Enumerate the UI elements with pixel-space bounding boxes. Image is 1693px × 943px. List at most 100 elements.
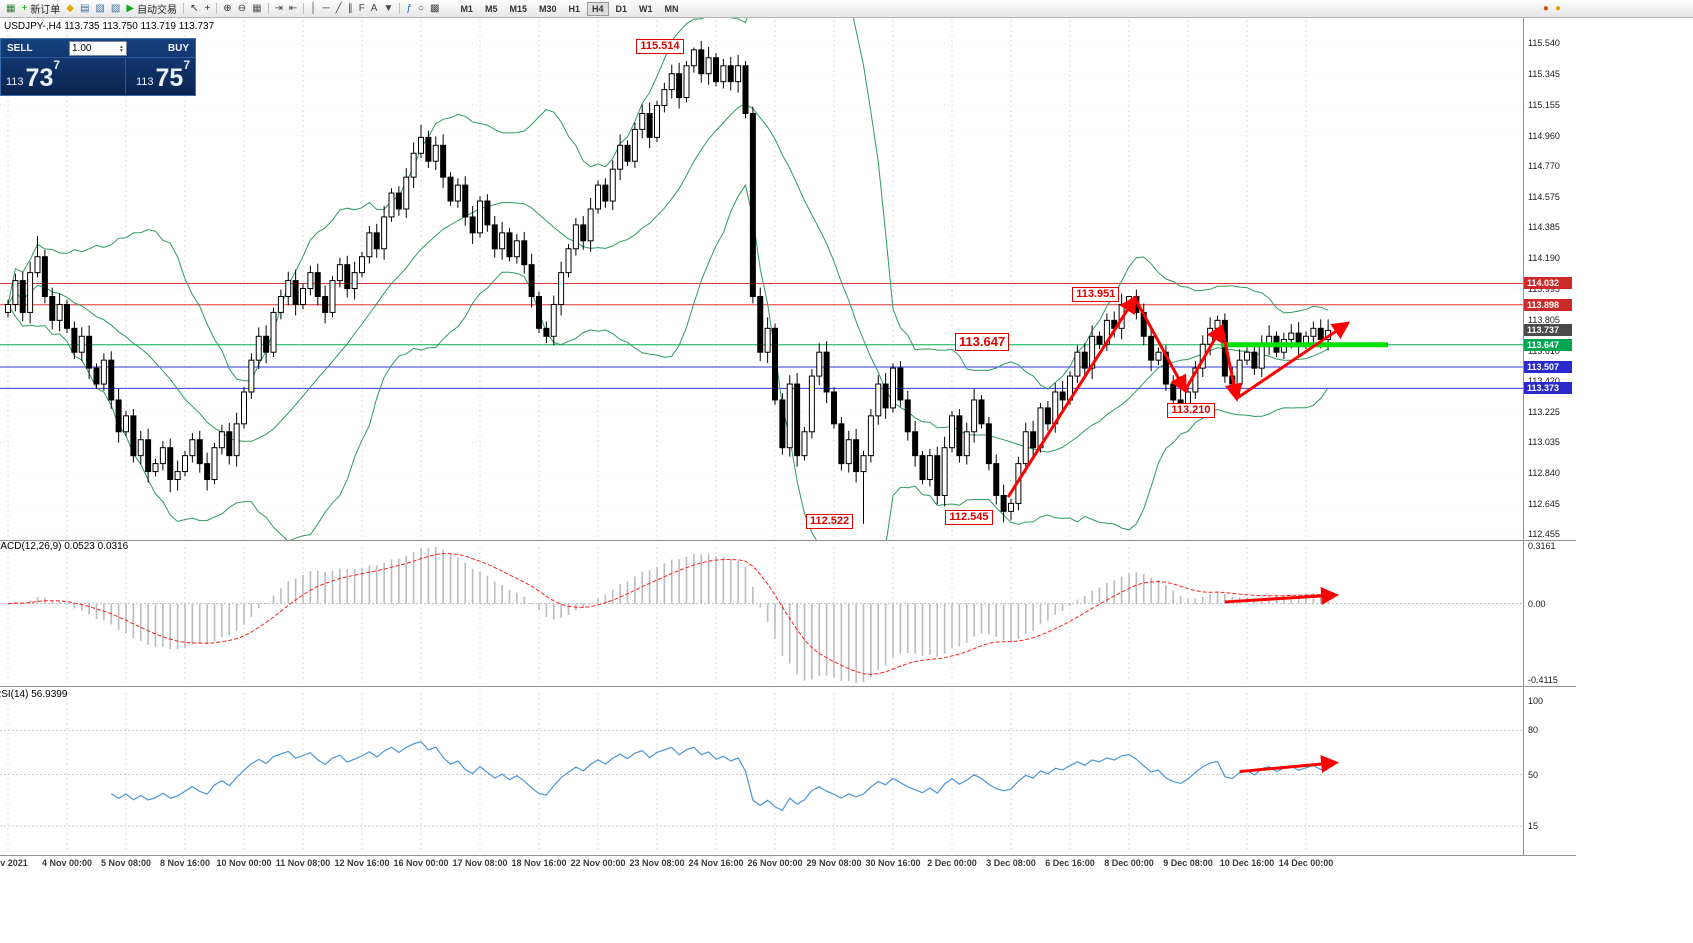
sell-price-pips: 73 [25,64,54,92]
alert-icon[interactable]: ◆ [63,1,77,17]
arrows-tool-icon[interactable]: ▼ [380,1,396,17]
timeframe-mn-button[interactable]: MN [664,3,679,14]
fibonacci-icon-glyph: F [358,2,365,14]
rsi-indicator-label: RSI(14) 56.9399 [0,689,68,700]
channel-icon-glyph: ∥ [347,2,353,14]
time-axis-label: 24 Nov 16:00 [688,858,744,868]
toolbar: ▦ + 新订单 ◆ ▤ ▧ ▨ ▶ 自动交易 ↖ + ⊕ ⊖ ▦ ⇥ ⇤ │ ─ ╱ ∥ F A ▼ ƒ ○ ▩ M1 M5 M15 M… [0,0,1693,18]
chart-symbol-info: USDJPY-,H4 113.735 113.750 113.719 113.7… [4,21,215,32]
time-axis-label: 2 Dec 00:00 [927,858,977,868]
sell-price-fraction: 7 [53,58,61,72]
time-axis-label: 29 Nov 08:00 [806,858,862,868]
text-tool-icon[interactable]: A [368,1,381,17]
toolbar-separator [303,3,305,14]
template-icon-glyph: ▩ [429,2,440,14]
trend-arrows[interactable] [1006,295,1351,498]
time-axis-label: 3 Dec 08:00 [986,858,1036,868]
crosshair-icon-glyph: + [204,2,211,14]
buy-price[interactable]: 113 75 7 [124,58,190,94]
timeframe-d1-button[interactable]: D1 [615,3,628,14]
vertical-line-icon-glyph: │ [310,2,317,14]
new-order-glyph: + [21,2,28,14]
macd-indicator-label: MACD(12,26,9) 0.0523 0.0316 [0,541,129,552]
time-axis-label: 23 Nov 08:00 [629,858,685,868]
time-axis-label: 6 Dec 16:00 [1045,858,1095,868]
buy-price-fraction: 7 [183,58,190,72]
time-axis-label: 9 Dec 08:00 [1163,858,1213,868]
auto-scroll-icon-glyph: ⇥ [274,2,283,14]
spinner-down-icon[interactable]: ▼ [119,47,124,54]
zoom-in-icon-glyph: ⊕ [223,2,232,14]
toolbar-separator [183,3,185,14]
fibonacci-icon[interactable]: F [356,1,368,17]
template-icon[interactable]: ▩ [427,1,442,17]
auto-scroll-icon[interactable]: ⇥ [272,1,286,17]
macd-histogram [7,547,1329,683]
timeframe-h4-button[interactable]: H4 [587,1,609,16]
time-axis-label: 30 Nov 16:00 [865,858,921,868]
buy-button[interactable]: BUY [167,42,189,54]
rsi-trend-arrow[interactable] [1239,755,1340,774]
market-watch-icon[interactable]: ▤ [77,1,92,17]
time-axis-label: 10 Nov 00:00 [216,858,272,868]
chart-shift-icon[interactable]: ⇤ [286,1,300,17]
macd-signal-line [7,553,1329,675]
candles [5,40,1332,524]
toolbar-right-group: ● ● [1540,0,1564,17]
trendline-icon-glyph: ╱ [335,2,342,14]
spinner-up-icon[interactable]: ▲ [119,43,124,50]
sell-button[interactable]: SELL [7,42,33,54]
sell-price-big-figure: 113 [6,76,24,88]
vertical-line-icon[interactable]: │ [307,1,319,17]
toolbar-separator [267,3,269,14]
trendline-icon[interactable]: ╱ [333,1,345,17]
horizontal-line-icon[interactable]: ─ [320,1,333,17]
cursor-icon-glyph: ↖ [190,2,199,14]
time-axis-label: 18 Nov 16:00 [511,858,567,868]
new-order-button[interactable]: + 新订单 [18,1,63,17]
time-axis-label: 5 Nov 08:00 [100,858,152,868]
community-icon[interactable]: ● [1542,3,1549,14]
grid-layer [0,20,1523,852]
new-chart-icon[interactable]: ▦ [3,1,18,17]
volume-spinner[interactable]: ▲ ▼ [119,43,124,54]
buy-price-big-figure: 113 [135,76,154,88]
terminal-icon[interactable]: ▨ [108,1,123,17]
buy-price-pips: 75 [155,64,184,92]
time-axis-label: 8 Nov 16:00 [159,858,211,868]
cursor-icon[interactable]: ↖ [187,1,201,17]
sell-price[interactable]: 113 73 7 [6,58,60,94]
zoom-in-icon[interactable]: ⊕ [220,1,234,17]
tile-windows-icon[interactable]: ▦ [249,1,264,17]
timeframe-toolbar: M1 M5 M15 M30 H1 H4 D1 W1 MN [454,0,684,17]
zoom-out-icon[interactable]: ⊖ [235,1,249,17]
profile-icon[interactable]: ● [1554,3,1561,14]
indicators-icon[interactable]: ƒ [403,1,415,17]
crosshair-icon[interactable]: + [201,1,213,17]
toolbar-separator [399,3,401,14]
time-axis-label: 17 Nov 08:00 [452,858,508,868]
time-axis-label: 26 Nov 00:00 [747,858,803,868]
timeframe-m30-button[interactable]: M30 [538,3,557,14]
panel-divider[interactable] [0,540,1576,541]
time-axis-label: 11 Nov 08:00 [275,858,331,868]
panel-divider[interactable] [0,686,1576,687]
panel-divider [0,855,1576,856]
chart-shift-icon-glyph: ⇤ [288,2,298,14]
time-axis-label: 16 Nov 00:00 [393,858,449,868]
new-chart-icon-glyph: ▦ [6,2,16,14]
tile-windows-icon-glyph: ▦ [252,2,262,14]
volume-input[interactable]: 1.00 ▲ ▼ [69,41,127,56]
timeframe-m1-button[interactable]: M1 [460,3,473,14]
channel-icon[interactable]: ∥ [345,1,356,17]
timeframe-h1-button[interactable]: H1 [568,3,581,14]
timeframe-m15-button[interactable]: M15 [509,3,527,14]
timeframe-m5-button[interactable]: M5 [484,3,498,14]
macd-trend-arrow[interactable] [1224,587,1340,605]
period-icon[interactable]: ○ [415,1,427,17]
autotrading-button[interactable]: ▶ 自动交易 [123,1,180,17]
timeframe-w1-button[interactable]: W1 [639,3,653,14]
navigator-icon[interactable]: ▧ [92,1,107,17]
